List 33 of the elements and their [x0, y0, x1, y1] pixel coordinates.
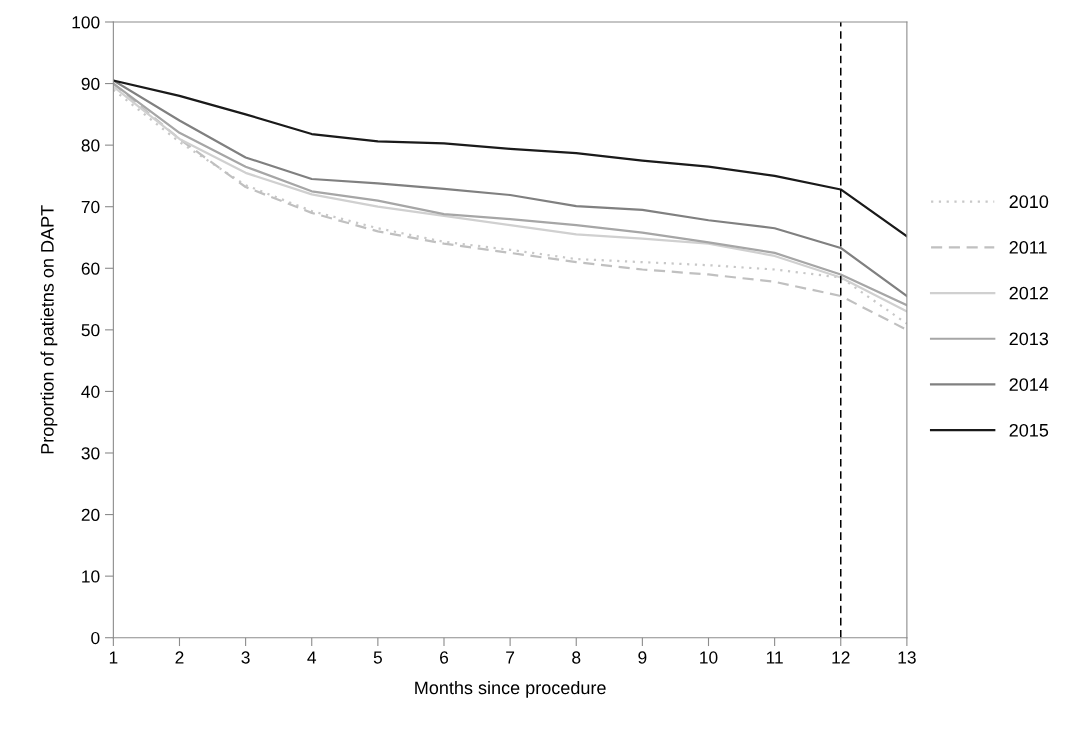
x-tick-label: 8: [572, 651, 581, 664]
y-tick-label: 70: [81, 200, 100, 214]
y-tick-label: 10: [82, 570, 100, 583]
y-tick-label: 60: [81, 262, 100, 275]
x-tick-label: 10: [700, 651, 718, 664]
y-tick-label: 20: [81, 508, 100, 522]
y-tick-label: 50: [81, 324, 100, 337]
y-tick-label: 30: [81, 447, 100, 460]
x-tick-label: 1: [109, 651, 118, 664]
x-tick-label: 6: [440, 651, 449, 664]
x-tick-label: 13: [898, 651, 916, 664]
y-tick-label: 40: [81, 385, 100, 398]
x-tick-label: 4: [307, 651, 317, 664]
x-tick-label: 12: [832, 651, 850, 664]
x-axis-title: Months since procedure: [415, 680, 606, 698]
line-series: [113, 79, 907, 238]
x-tick-label: 11: [766, 651, 783, 664]
x-tick-label: 7: [506, 651, 515, 664]
y-tick-label: 90: [81, 77, 100, 91]
legend-label: 2015: [1009, 423, 1049, 437]
x-tick-label: 2: [175, 651, 184, 664]
y-tick-label: 0: [91, 631, 100, 645]
legend-label: 2011: [1009, 241, 1047, 254]
y-tick-label: 100: [72, 16, 100, 29]
legend-label: 2014: [1009, 378, 1049, 391]
legend-label: 2010: [1009, 195, 1049, 209]
x-tick-label: 9: [638, 651, 647, 664]
legend-label: 2012: [1009, 286, 1048, 300]
x-tick-label: 3: [241, 651, 250, 664]
y-axis-title: Proportion of patietns on DAPT: [40, 205, 58, 454]
x-tick-label: 5: [373, 651, 382, 664]
legend-label: 2013: [1009, 332, 1049, 346]
y-tick-label: 80: [81, 139, 100, 152]
